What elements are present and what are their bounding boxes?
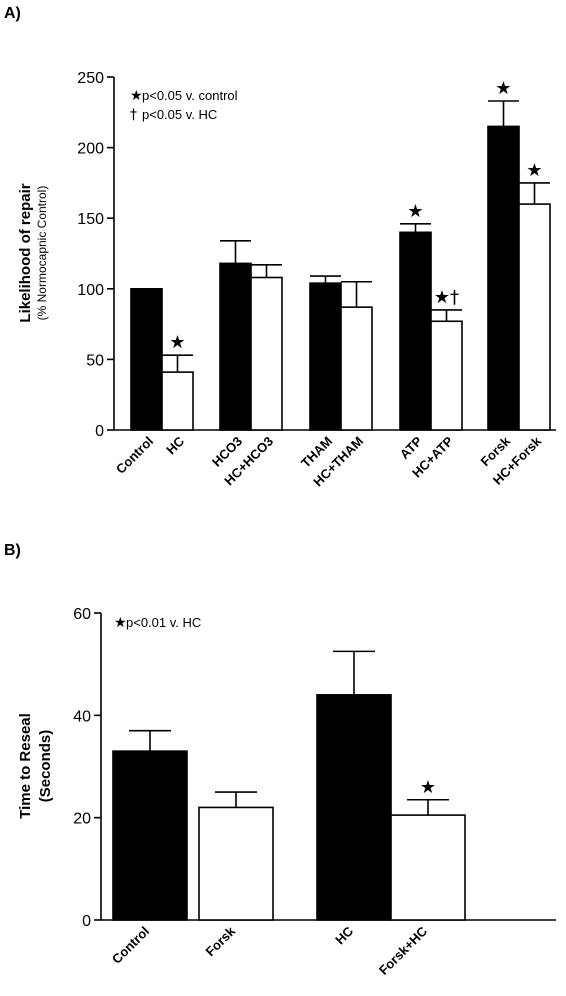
x-tick-label: HC: [332, 923, 356, 947]
panel-label: A): [4, 5, 21, 22]
significance-marker: ★: [526, 160, 542, 181]
bar: [316, 694, 392, 921]
legend-text: p<0.01 v. HC: [126, 615, 201, 630]
y-tick-label: 0: [82, 913, 91, 930]
significance-marker: ★: [495, 78, 511, 99]
bar: [430, 320, 463, 431]
bar: [399, 231, 432, 431]
legend-symbol: †: [130, 107, 137, 123]
y-tick-label: 20: [73, 811, 91, 828]
legend-text: p<0.05 v. control: [142, 88, 238, 103]
bar: [161, 371, 194, 431]
y-tick-label: 60: [73, 606, 91, 623]
legend-symbol: ★: [130, 88, 143, 104]
y-tick-label: 0: [95, 423, 104, 440]
bar: [250, 276, 283, 431]
significance-marker: ★†: [434, 287, 459, 308]
y-axis-subtitle: (Seconds): [37, 730, 54, 803]
bar: [518, 203, 551, 431]
y-tick-label: 150: [77, 211, 104, 228]
y-tick-label: 50: [86, 352, 104, 369]
bar: [219, 262, 252, 431]
legend-text: p<0.05 v. HC: [142, 107, 217, 122]
y-tick-label: 100: [77, 282, 104, 299]
significance-marker: ★: [420, 777, 436, 798]
bar: [198, 806, 274, 921]
y-tick-label: 40: [73, 708, 91, 725]
bar: [309, 282, 342, 431]
x-tick-label: Control: [109, 924, 152, 967]
x-tick-label: Forsk: [202, 923, 238, 959]
x-tick-label: Control: [113, 434, 156, 477]
y-axis-title: Likelihood of repair: [17, 183, 34, 322]
panel-a-chart: A) Likelihood of repair (% Normocapnic Con…: [4, 5, 556, 489]
bar: [130, 287, 163, 431]
y-tick-label: 250: [77, 70, 104, 87]
bar: [112, 750, 188, 921]
y-axis-title: Time to Reseal: [17, 713, 34, 819]
x-tick-label: Forsk+HC: [376, 923, 431, 978]
x-tick-label: HC: [163, 433, 187, 457]
bar: [340, 306, 373, 431]
y-tick-label: 200: [77, 141, 104, 158]
significance-marker: ★: [407, 201, 423, 222]
bar: [390, 814, 466, 921]
y-axis-subtitle: (% Normocapnic Control): [35, 186, 49, 321]
bar: [487, 125, 520, 431]
panel-label: B): [4, 542, 21, 559]
legend-symbol: ★: [114, 615, 127, 631]
panel-b-chart: B) Time to Reseal (Seconds) 0 20 40 60 Control F…: [4, 542, 556, 978]
significance-marker: ★: [169, 332, 185, 353]
